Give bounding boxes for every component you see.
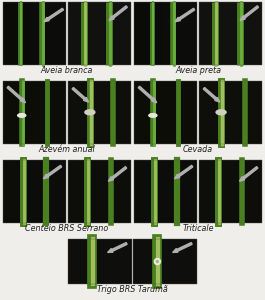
Bar [134,160,197,223]
Bar [68,2,131,65]
Text: Aveia preta: Aveia preta [175,66,221,75]
Bar [68,81,131,144]
FancyArrow shape [240,167,258,181]
Bar [3,2,31,65]
FancyArrow shape [72,88,89,102]
Ellipse shape [17,113,26,118]
FancyArrow shape [175,8,195,22]
Bar [199,81,262,144]
Bar [68,239,132,284]
FancyArrow shape [109,6,127,20]
Bar [134,81,197,144]
Bar [3,160,66,223]
Bar [133,239,197,284]
FancyArrow shape [138,86,157,103]
Bar [68,239,132,284]
Bar [3,160,66,223]
Bar [133,239,197,284]
Bar [3,81,66,144]
FancyArrow shape [174,165,193,179]
Bar [199,160,262,223]
Bar [68,239,132,284]
Bar [134,160,197,223]
Bar [199,2,262,65]
FancyArrow shape [108,242,127,253]
Bar [199,160,262,223]
Text: Centeio BRS Serrano: Centeio BRS Serrano [25,224,109,233]
Bar [134,81,197,144]
Bar [68,160,131,223]
Bar [199,81,262,144]
Bar [68,160,131,223]
Bar [31,2,66,65]
Bar [3,2,66,65]
FancyArrow shape [44,8,64,22]
Bar [134,2,162,65]
Bar [3,81,66,144]
Bar [68,160,131,223]
FancyArrow shape [240,6,259,20]
Bar [199,160,262,223]
Bar [68,81,131,144]
Bar [199,2,262,65]
Bar [68,2,131,65]
Ellipse shape [148,113,158,118]
Bar [134,2,197,65]
Bar [68,2,131,65]
Bar [199,81,262,144]
FancyArrow shape [203,88,220,102]
Bar [134,160,197,223]
Bar [3,160,66,223]
Text: Aveia branca: Aveia branca [41,66,93,75]
FancyArrow shape [108,167,127,181]
Bar [162,2,197,65]
Bar [3,81,66,144]
Text: Trigo BRS Tarumã: Trigo BRS Tarumã [97,285,168,294]
FancyArrow shape [7,86,25,103]
Bar [134,81,197,144]
Text: Azevém anual: Azevém anual [38,145,95,154]
Bar [134,2,197,65]
Bar [68,81,131,144]
Ellipse shape [215,109,227,116]
Text: Triticale: Triticale [182,224,214,233]
Bar [133,239,197,284]
Bar [3,2,66,65]
Bar [199,2,262,65]
Text: Cevada: Cevada [183,145,213,154]
FancyArrow shape [173,242,192,253]
Ellipse shape [84,109,96,116]
FancyArrow shape [43,165,62,179]
